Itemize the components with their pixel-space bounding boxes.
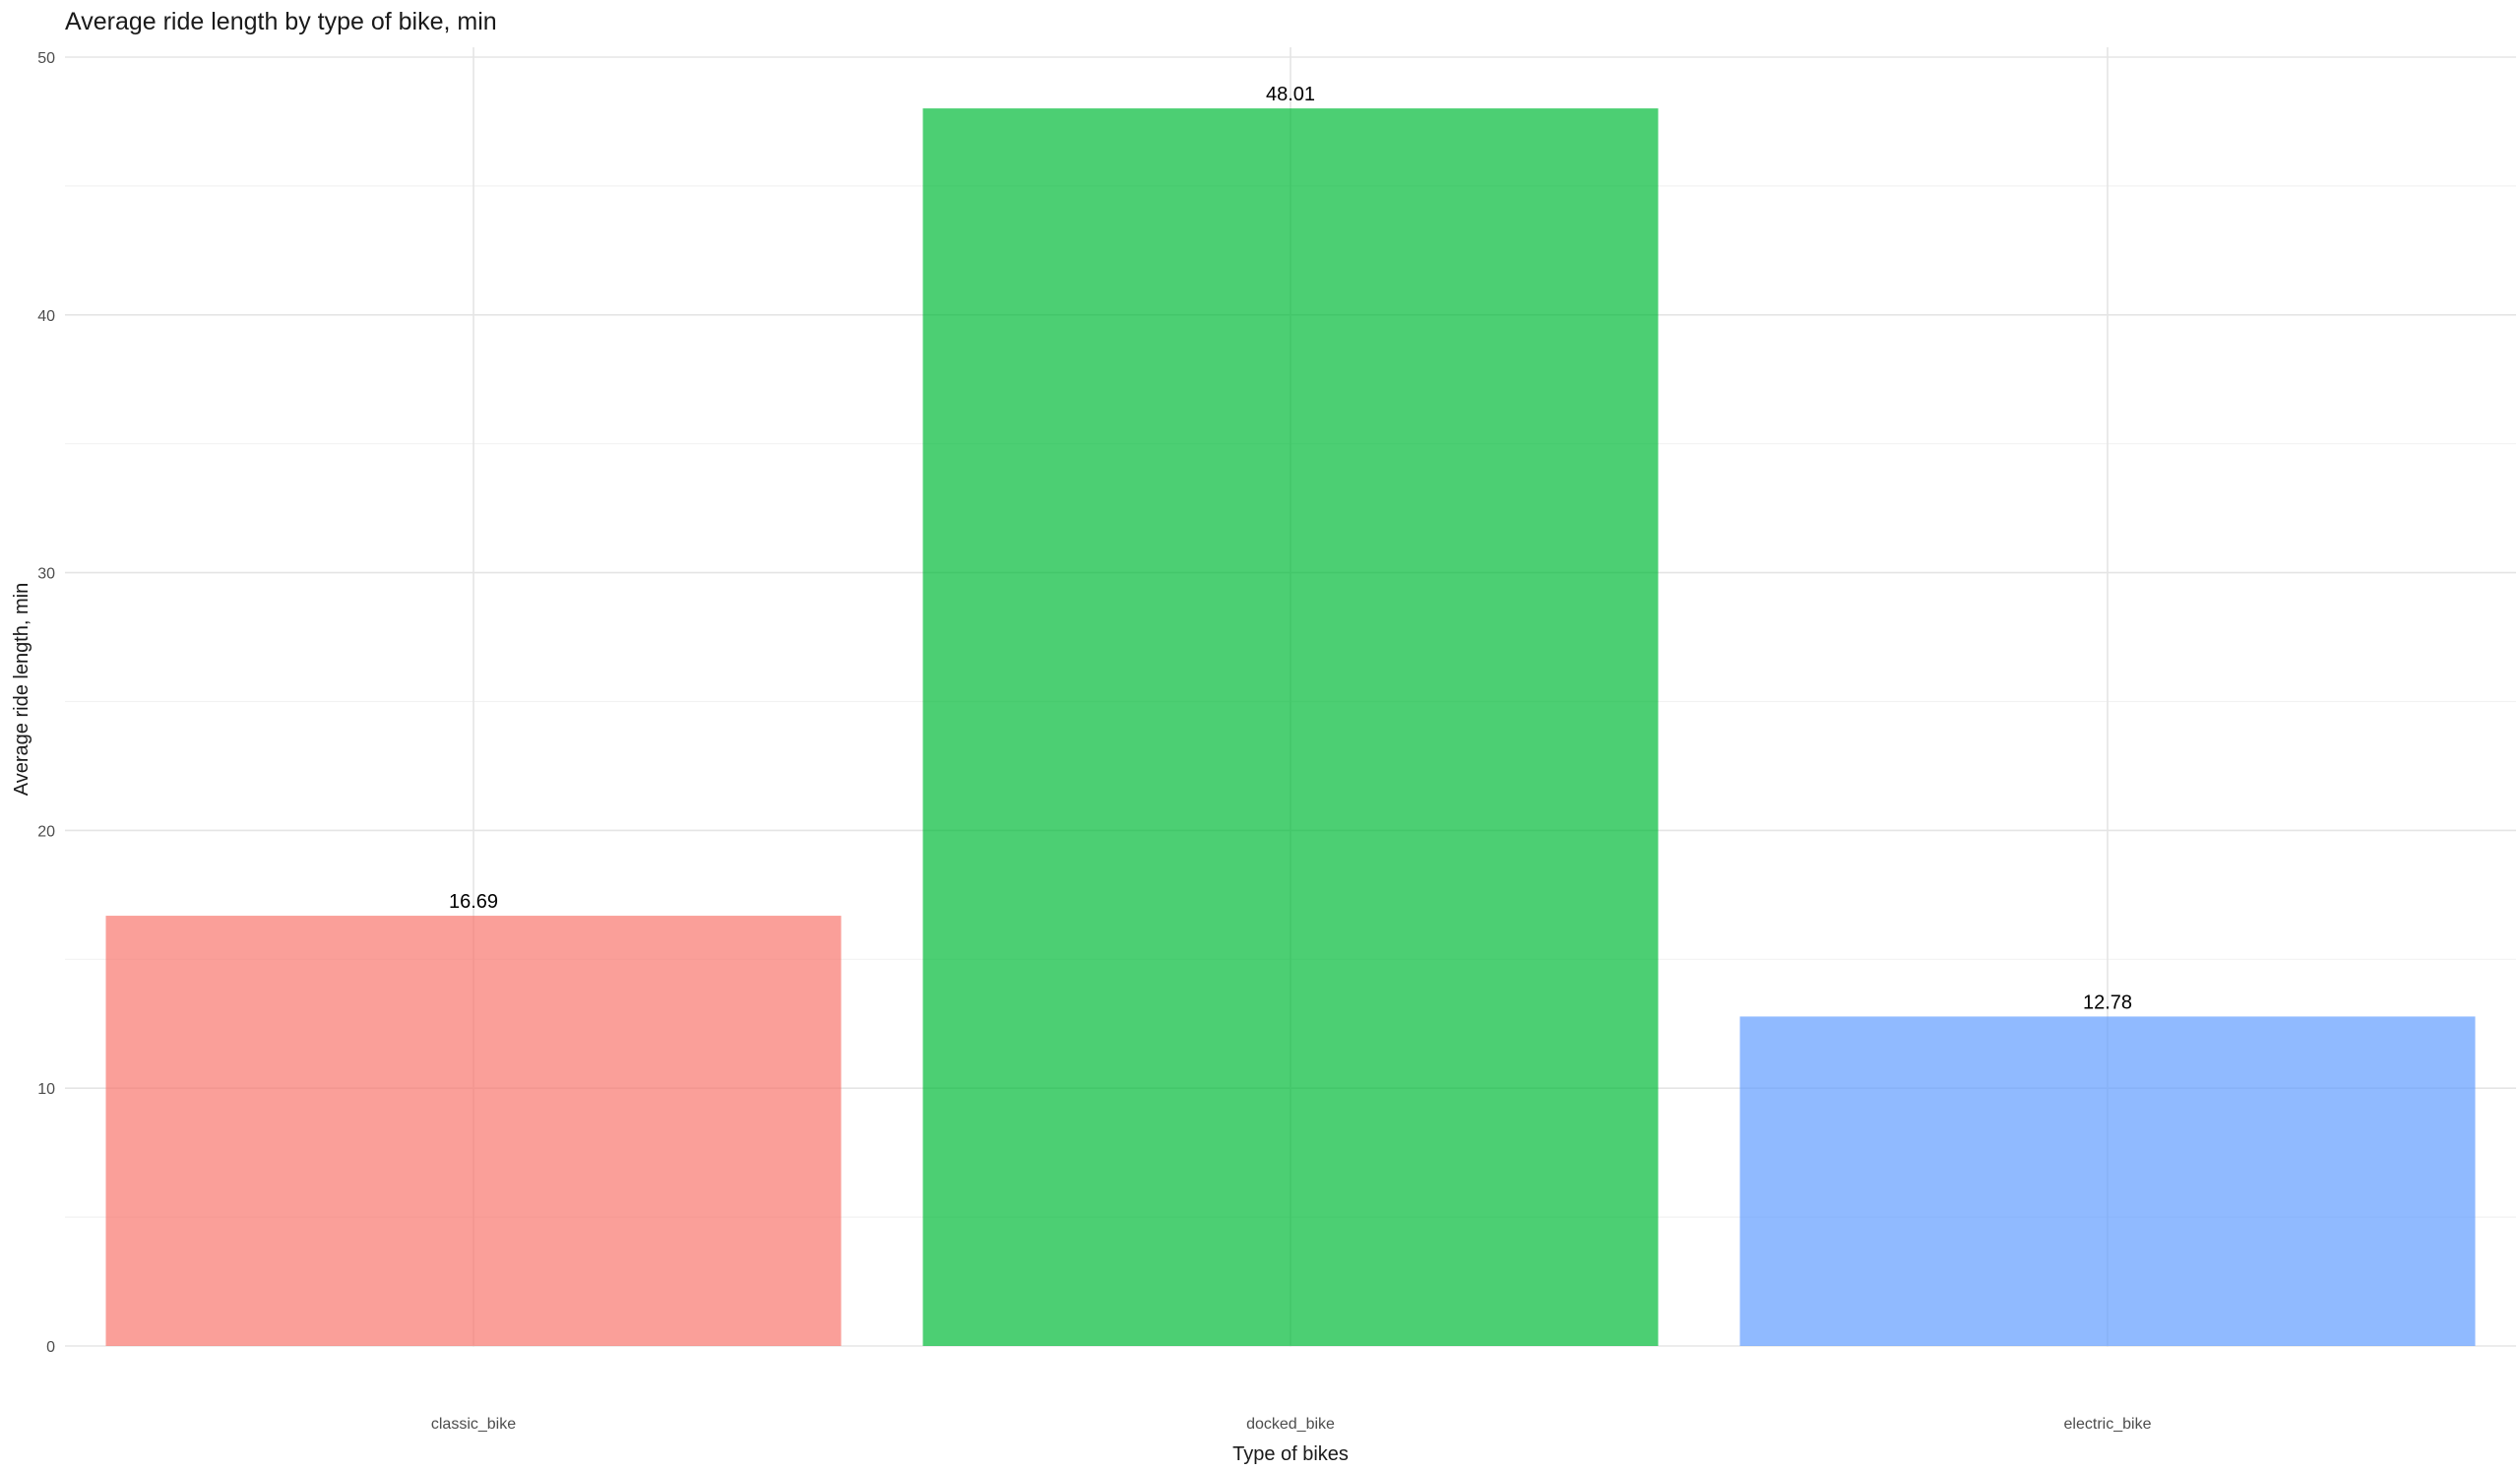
bar-docked_bike [922, 108, 1659, 1347]
bar-electric_bike [1739, 1016, 2476, 1346]
y-tick-label: 20 [37, 823, 55, 840]
data-label-classic_bike: 16.69 [449, 891, 498, 913]
data-label-docked_bike: 48.01 [1266, 84, 1315, 105]
bar-classic_bike [105, 916, 842, 1346]
y-tick-label: 10 [37, 1081, 55, 1098]
x-tick-label: classic_bike [431, 1416, 516, 1433]
y-tick-label: 0 [46, 1339, 55, 1356]
y-tick-label: 50 [37, 50, 55, 67]
x-tick-label: electric_bike [2064, 1416, 2152, 1433]
x-tick-label: docked_bike [1246, 1416, 1335, 1433]
x-axis-title: Type of bikes [1232, 1443, 1349, 1465]
x-axis-ticks: classic_bike docked_bike electric_bike [431, 1416, 2152, 1433]
y-tick-label: 30 [37, 566, 55, 583]
y-axis-ticks: 0 10 20 30 40 50 [37, 50, 55, 1356]
data-labels: 16.69 48.01 12.78 [449, 84, 2132, 1013]
chart-title: Average ride length by type of bike, min [65, 8, 497, 35]
y-tick-label: 40 [37, 308, 55, 325]
data-label-electric_bike: 12.78 [2083, 991, 2132, 1013]
y-axis-title: Average ride length, min [11, 583, 32, 796]
bars [105, 108, 2476, 1347]
